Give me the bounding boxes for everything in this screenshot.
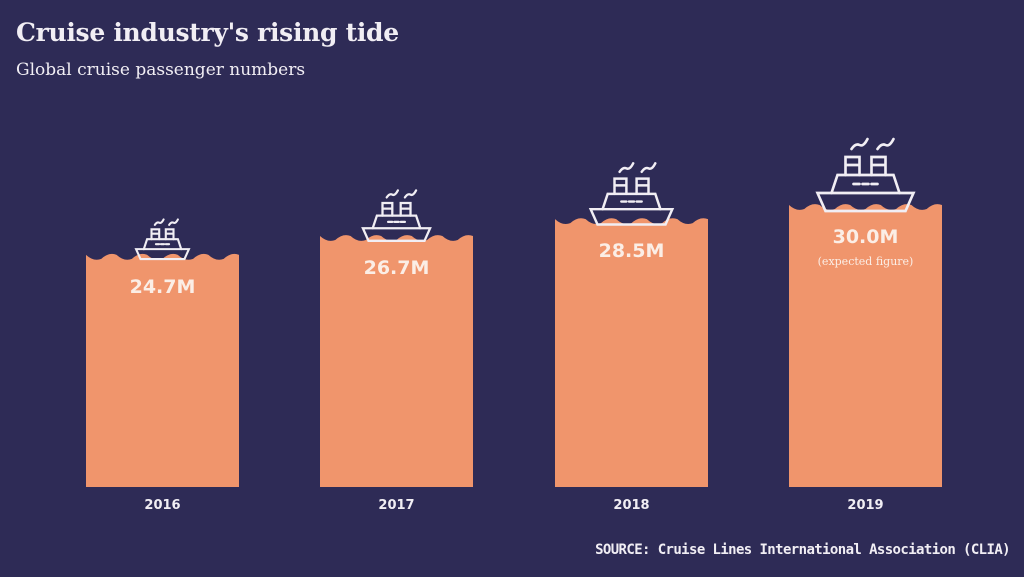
- bar-group-2019: 30.0M (expected figure) 2019: [789, 137, 942, 513]
- x-tick-label: 2016: [144, 498, 180, 513]
- x-tick-label: 2019: [847, 498, 883, 513]
- bar: [555, 218, 708, 487]
- data-label: 28.5M: [599, 240, 665, 262]
- x-tick-label: 2018: [613, 498, 649, 513]
- ship-icon: [588, 162, 675, 226]
- data-label: 26.7M: [364, 257, 430, 279]
- annotation: (expected figure): [818, 255, 914, 268]
- bar: [320, 235, 473, 487]
- data-label: 30.0M: [833, 226, 899, 248]
- bar-group-2016: 24.7M 2016: [86, 218, 239, 513]
- ship-icon: [134, 218, 191, 261]
- ship-icon: [361, 189, 432, 242]
- source-note: SOURCE: Cruise Lines International Assoc…: [595, 542, 1011, 558]
- x-tick-label: 2017: [378, 498, 414, 513]
- bar-group-2018: 28.5M 2018: [555, 162, 708, 513]
- bar: [86, 253, 239, 487]
- bar: [789, 204, 942, 487]
- chart-title: Cruise industry's rising tide: [16, 18, 399, 47]
- bar-group-2017: 26.7M 2017: [320, 189, 473, 513]
- chart-subtitle: Global cruise passenger numbers: [16, 60, 306, 80]
- data-label: 24.7M: [130, 276, 196, 298]
- ship-icon: [815, 137, 916, 213]
